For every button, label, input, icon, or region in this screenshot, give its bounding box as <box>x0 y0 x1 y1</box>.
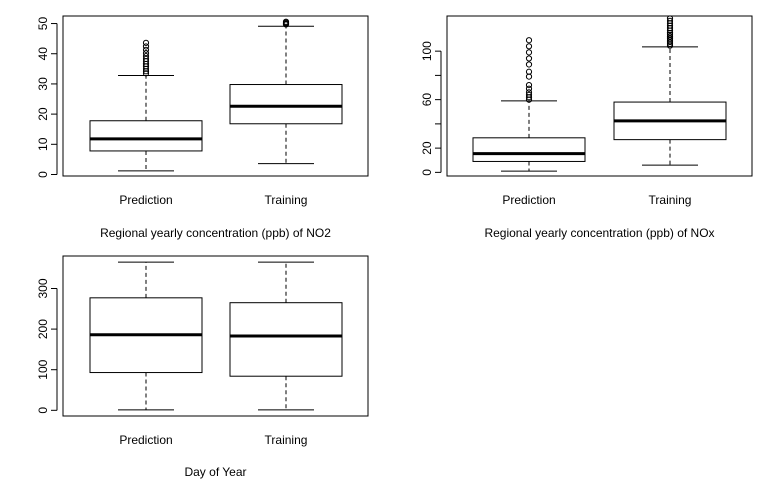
outlier-point <box>666 31 674 38</box>
outlier-point <box>142 50 150 57</box>
x-axis-label: Regional yearly concentration (ppb) of N… <box>100 226 331 240</box>
outlier-point <box>525 68 533 75</box>
outlier-point <box>525 81 533 89</box>
outlier-point <box>666 33 674 40</box>
iqr-box <box>229 302 343 377</box>
outlier-point <box>666 17 674 24</box>
iqr-box <box>229 84 343 125</box>
outlier-point <box>525 61 533 68</box>
category-label: Prediction <box>502 193 555 207</box>
box-prediction <box>89 261 203 411</box>
box-training <box>613 15 727 166</box>
y-tick-label: 300 <box>36 278 50 298</box>
y-tick-label: 100 <box>36 359 50 379</box>
outlier-point <box>142 39 150 46</box>
y-tick-label: 100 <box>420 41 434 61</box>
y-tick-label: 0 <box>36 407 50 414</box>
x-axis-label: Regional yearly concentration (ppb) of N… <box>484 226 714 240</box>
box-training <box>229 261 343 411</box>
y-tick-label: 200 <box>36 319 50 339</box>
box-prediction <box>89 39 203 172</box>
plot-frame <box>446 15 753 177</box>
category-label: Training <box>265 193 308 207</box>
box-training <box>229 18 343 165</box>
outlier-point <box>525 55 533 62</box>
y-tick-label: 20 <box>36 107 50 121</box>
x-axis-label: Day of Year <box>184 465 246 479</box>
category-label: Training <box>649 193 692 207</box>
outlier-point <box>525 91 533 98</box>
y-tick-label: 20 <box>420 141 434 155</box>
outlier-point <box>525 37 533 44</box>
day-of-year-boxplot-panel: 0 100 200 300 Prediction Training Day of Year <box>36 255 369 479</box>
category-label: Prediction <box>119 433 172 447</box>
plot-frame <box>62 15 369 177</box>
outlier-point <box>525 43 533 50</box>
outlier-point <box>525 49 533 56</box>
outlier-point <box>525 85 533 92</box>
outlier-point <box>142 43 150 50</box>
y-tick-label: 10 <box>36 137 50 151</box>
y-tick-label: 0 <box>420 169 434 176</box>
outlier-point <box>282 18 290 25</box>
nox-boxplot-panel: 0 20 60 100 Prediction Training Regional yearl… <box>420 15 753 240</box>
y-tick-label: 50 <box>36 17 50 31</box>
y-tick-label: 30 <box>36 77 50 91</box>
category-label: Prediction <box>119 193 172 207</box>
outlier-point <box>525 89 533 96</box>
outlier-point <box>142 46 150 53</box>
outlier-point <box>666 15 674 22</box>
plot-frame <box>62 255 369 417</box>
outlier-point <box>142 70 150 77</box>
y-tick-label: 0 <box>36 171 50 178</box>
iqr-box <box>89 120 203 152</box>
y-tick-label: 60 <box>420 93 434 107</box>
outlier-point <box>142 55 150 62</box>
y-tick-label: 40 <box>36 47 50 61</box>
box-prediction <box>472 37 586 172</box>
iqr-box <box>472 137 586 162</box>
no2-boxplot-panel: 0 10 20 30 40 50 Prediction Training Regional ye… <box>36 15 369 240</box>
outlier-point <box>142 53 150 60</box>
category-label: Training <box>265 433 308 447</box>
